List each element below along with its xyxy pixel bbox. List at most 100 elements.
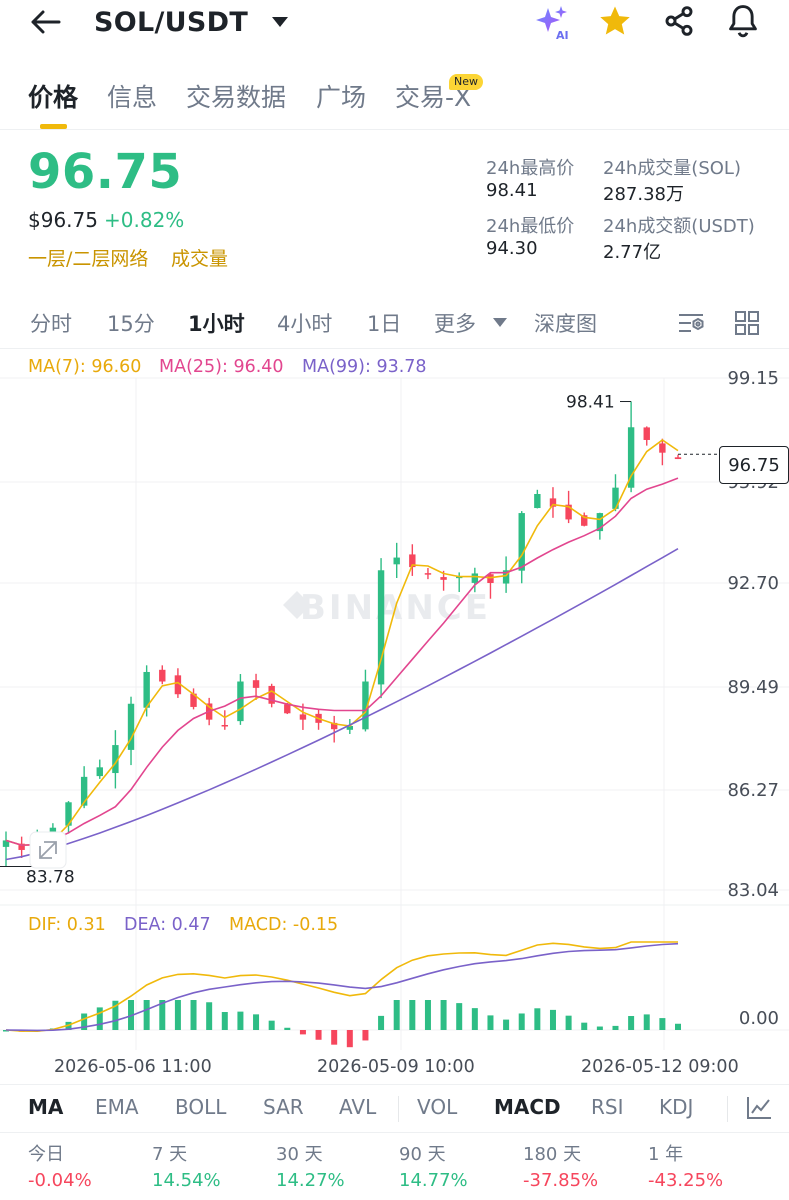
interval-15m[interactable]: 15分 (107, 312, 155, 336)
candle-body (518, 513, 525, 571)
candle-body (18, 843, 25, 850)
candle-body (612, 487, 619, 509)
macd-histogram-bar (331, 1030, 338, 1045)
macd-histogram-bar (253, 1014, 260, 1030)
candle-body (143, 671, 150, 708)
star-icon[interactable] (594, 0, 636, 42)
candle-body (174, 675, 182, 695)
caret-down-icon[interactable] (266, 2, 294, 42)
macd-histogram-bar (268, 1020, 275, 1030)
macd-histogram-bar (362, 1030, 369, 1041)
interval-1h[interactable]: 1小时 (188, 312, 245, 336)
candle-body (377, 570, 385, 685)
dea-line (5, 942, 679, 1032)
low-marker-label: 83.78 (26, 867, 75, 887)
macd-histogram-bar (393, 1000, 400, 1030)
tag-volume[interactable]: 成交量 (171, 248, 229, 270)
macd-zero-tick: 0.00 (738, 1008, 779, 1029)
price-tick: 83.04 (727, 880, 779, 901)
indicator-avl[interactable]: AVL (339, 1095, 377, 1119)
indicator-boll[interactable]: BOLL (175, 1095, 227, 1119)
back-arrow-icon[interactable] (22, 2, 70, 42)
candle-body (471, 573, 479, 583)
candle-body (237, 681, 244, 722)
divider (0, 348, 789, 349)
candle-body (659, 443, 666, 453)
interval-more[interactable]: 更多 (434, 312, 476, 336)
macd-histogram-bar (190, 1000, 197, 1030)
candle-body (268, 685, 275, 704)
tag-layer-network[interactable]: 一层/二层网络 (28, 248, 149, 270)
period-label: 90 天 (399, 1144, 446, 1165)
indicator-kdj[interactable]: KDJ (659, 1095, 694, 1119)
indicator-ema[interactable]: EMA (95, 1095, 139, 1119)
macd-histogram-bar (643, 1014, 650, 1030)
period-value: -37.85% (523, 1170, 599, 1191)
tab-square[interactable]: 广场 (316, 83, 367, 112)
ai-sparkle-icon[interactable]: AI (530, 0, 574, 44)
candle-body (549, 498, 557, 507)
candle-body (362, 681, 369, 730)
time-tick: 2026-05-12 09:00 (581, 1057, 739, 1077)
macd-histogram-bar (378, 1015, 385, 1030)
grid-layout-icon[interactable] (730, 306, 764, 340)
dif-legend: DIF: 0.31 (28, 915, 106, 935)
low-value: 94.30 (486, 238, 538, 259)
macd-histogram-bar (565, 1015, 572, 1030)
price-tick: 92.70 (727, 573, 779, 594)
interval-1d[interactable]: 1日 (367, 312, 402, 336)
macd-legend: MACD: -0.15 (229, 915, 339, 935)
macd-histogram-bar (346, 1030, 353, 1048)
share-icon[interactable] (658, 0, 700, 42)
chart-settings-icon[interactable] (674, 306, 708, 340)
macd-histogram-bar (675, 1023, 681, 1030)
interval-timeline[interactable]: 分时 (30, 312, 72, 336)
divider (0, 1084, 789, 1085)
macd-histogram-bar (581, 1022, 588, 1030)
bell-icon[interactable] (722, 0, 764, 42)
indicator-vol[interactable]: VOL (417, 1095, 458, 1119)
macd-histogram-bar (112, 1000, 119, 1030)
indicator-sar[interactable]: SAR (263, 1095, 304, 1119)
tab-price[interactable]: 价格 (28, 83, 79, 112)
tab-info[interactable]: 信息 (107, 83, 158, 112)
ma7-legend: MA(7): 96.60 (28, 357, 142, 377)
indicator-ma[interactable]: MA (28, 1095, 64, 1119)
interval-4h[interactable]: 4小时 (277, 312, 333, 336)
active-tab-indicator (40, 124, 67, 129)
indicator-settings-icon[interactable] (742, 1092, 776, 1124)
macd-histogram-bar (534, 1008, 541, 1030)
candle-body (627, 427, 635, 488)
divider (0, 1132, 789, 1133)
high-marker-label: 98.41 (566, 393, 615, 413)
candle-body (252, 680, 260, 688)
macd-histogram-bar (237, 1011, 244, 1030)
indicator-macd[interactable]: MACD (494, 1095, 561, 1119)
ma99-legend: MA(99): 93.78 (302, 357, 427, 377)
candle-body (596, 513, 604, 532)
indicator-rsi[interactable]: RSI (591, 1095, 624, 1119)
macd-histogram-bar (628, 1016, 635, 1030)
price-tick: 99.15 (727, 368, 779, 389)
candle-body (393, 557, 400, 565)
period-label: 180 天 (523, 1144, 582, 1165)
candle-body (330, 722, 338, 730)
pair-title[interactable]: SOL/USDT (94, 6, 249, 38)
candle-body (674, 457, 682, 460)
high-label: 24h最高价 (486, 158, 575, 179)
period-label: 7 天 (152, 1144, 188, 1165)
candle-body (346, 726, 354, 730)
divider (0, 129, 789, 130)
expand-icon (39, 841, 57, 859)
tab-trading-data[interactable]: 交易数据 (186, 83, 287, 112)
more-caret-icon[interactable] (488, 312, 512, 332)
candle-body (159, 669, 166, 682)
low-label: 24h最低价 (486, 216, 575, 237)
candle-body (65, 802, 72, 826)
candle-body (284, 704, 291, 714)
depth-chart-tab[interactable]: 深度图 (534, 312, 597, 336)
macd-histogram-bar (409, 1000, 416, 1030)
candle-body (424, 573, 432, 575)
macd-histogram-bar (221, 1012, 228, 1030)
